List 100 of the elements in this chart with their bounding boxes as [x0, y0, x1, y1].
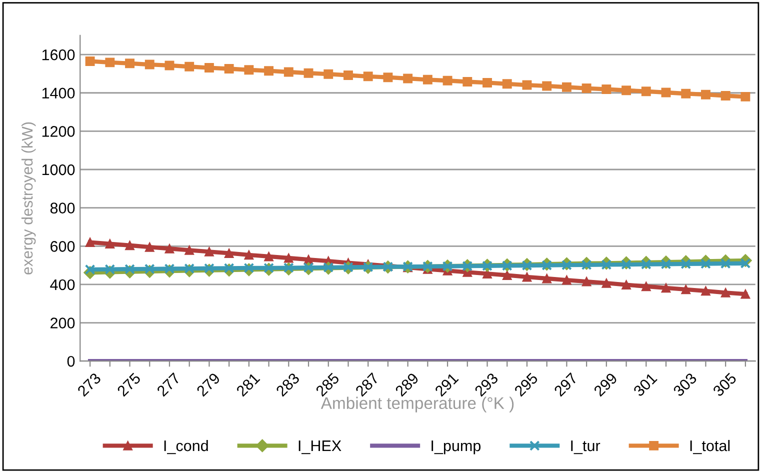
point: [661, 283, 671, 293]
point: [283, 262, 294, 273]
point: [502, 270, 512, 280]
point: [602, 84, 612, 94]
point: [184, 263, 195, 274]
point: [622, 280, 631, 290]
legend-label: I_HEX: [298, 440, 342, 454]
point: [640, 259, 652, 270]
point: [701, 90, 710, 100]
legend-label: I_cond: [164, 440, 208, 454]
point: [284, 67, 294, 77]
point: [264, 252, 274, 262]
x-tick-label: 289: [394, 372, 420, 397]
x-tick-label: 273: [76, 372, 102, 397]
point: [105, 58, 115, 68]
point: [522, 272, 532, 282]
point: [144, 264, 155, 274]
point: [125, 240, 134, 250]
y-tick-label: 400: [50, 279, 75, 290]
point: [701, 286, 710, 296]
point: [422, 74, 432, 84]
point: [344, 70, 353, 80]
point: [582, 84, 592, 93]
x-tick-label: 293: [474, 372, 499, 397]
point: [164, 244, 174, 254]
y-tick-label: 1400: [42, 88, 75, 99]
point: [105, 239, 115, 249]
x-tick-label: 285: [315, 372, 340, 397]
point: [224, 248, 234, 258]
point: [622, 86, 631, 96]
point: [562, 275, 572, 285]
point: [124, 264, 135, 274]
y-axis-title: exergy destroyed (kW): [21, 122, 36, 274]
point: [264, 262, 274, 274]
point: [641, 86, 651, 96]
point: [144, 242, 154, 252]
point: [740, 289, 750, 299]
point: [601, 260, 612, 270]
point: [85, 238, 95, 248]
point: [482, 78, 492, 88]
point: [264, 66, 274, 76]
y-tick-label: 600: [50, 241, 75, 252]
x-tick-label: 299: [593, 372, 618, 397]
point: [125, 58, 134, 68]
point: [164, 264, 175, 274]
x-tick-label: 275: [116, 372, 142, 397]
point: [681, 88, 691, 98]
point: [660, 258, 672, 270]
point: [204, 246, 214, 256]
point: [740, 258, 751, 269]
point: [204, 63, 214, 72]
point: [602, 278, 612, 288]
point: [522, 80, 532, 90]
x-tick-label: 281: [236, 372, 260, 397]
x-tick-label: 297: [553, 372, 578, 397]
point: [224, 64, 234, 74]
point: [720, 288, 730, 298]
point: [581, 260, 592, 270]
point: [641, 282, 651, 292]
point: [224, 262, 234, 274]
y-tick-label: 200: [50, 318, 75, 328]
point: [363, 72, 373, 82]
point: [621, 259, 632, 270]
point: [661, 88, 671, 98]
x-tick-label: 305: [712, 372, 738, 398]
point: [184, 62, 194, 72]
x-tick-label: 301: [632, 372, 658, 398]
point: [84, 264, 96, 275]
point: [104, 264, 116, 275]
x-tick-label: 283: [275, 372, 300, 397]
x-tick-label: 291: [434, 372, 459, 397]
x-tick-label: 287: [354, 372, 380, 397]
legend-label: I_pump: [432, 440, 481, 454]
point: [542, 274, 552, 284]
point: [184, 245, 194, 255]
point: [383, 72, 393, 82]
point: [284, 253, 294, 263]
point: [403, 74, 413, 84]
y-tick-label: 1200: [42, 126, 75, 137]
point: [324, 69, 334, 79]
point: [542, 260, 552, 271]
point: [582, 276, 592, 286]
point: [244, 250, 254, 260]
point: [542, 81, 552, 91]
point: [164, 60, 174, 70]
y-tick-label: 1000: [42, 164, 75, 176]
point: [561, 260, 572, 270]
point: [304, 68, 314, 78]
point: [562, 82, 572, 92]
legend-label: I_tur: [571, 440, 600, 454]
legend-label: I_total: [690, 440, 730, 454]
point: [740, 92, 750, 102]
point: [144, 60, 154, 70]
point: [720, 91, 730, 100]
point: [462, 77, 472, 86]
point: [720, 258, 731, 269]
point: [204, 263, 214, 274]
x-tick-label: 295: [514, 372, 538, 397]
point: [85, 56, 95, 66]
y-tick-label: 1600: [42, 49, 75, 60]
